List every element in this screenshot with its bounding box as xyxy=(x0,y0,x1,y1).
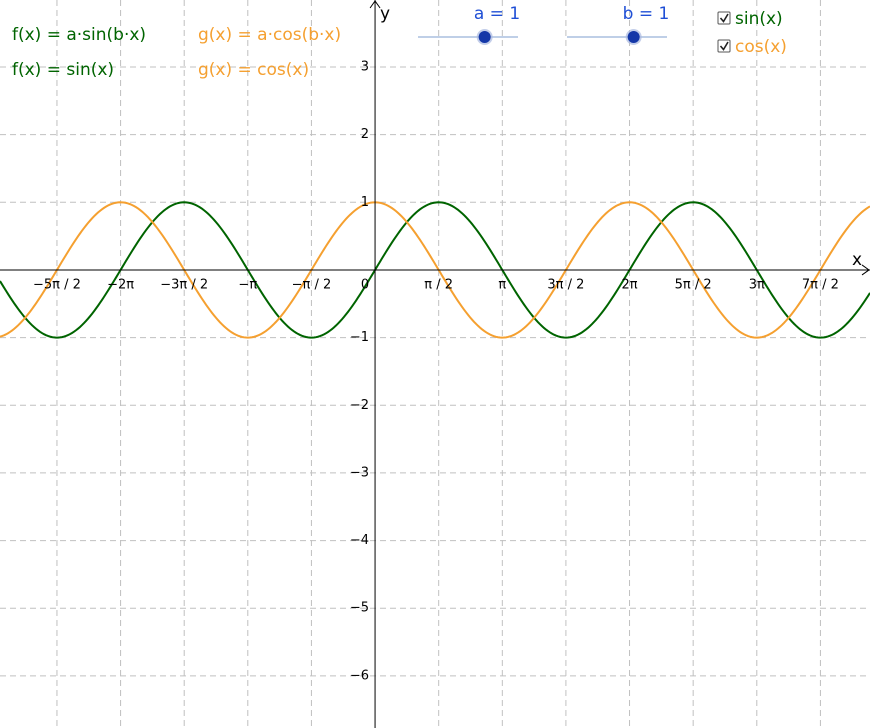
x-tick-label: −π / 2 xyxy=(292,277,332,292)
x-tick-label: −π xyxy=(238,277,257,292)
x-tick-label: 0 xyxy=(361,277,369,292)
function-display: g(x) = cos(x) xyxy=(198,60,309,80)
y-tick-label: 1 xyxy=(361,195,369,210)
y-tick-label: −5 xyxy=(350,601,369,616)
slider-thumb-core[interactable] xyxy=(478,31,491,43)
y-tick-label: −1 xyxy=(350,330,369,345)
y-axis-label: y xyxy=(380,4,390,24)
y-tick-label: −2 xyxy=(350,398,369,413)
slider-label: a = 1 xyxy=(474,4,520,24)
slider-thumb-core[interactable] xyxy=(627,31,640,43)
checkbox-label[interactable]: sin(x) xyxy=(735,9,783,29)
x-tick-label: 5π / 2 xyxy=(675,277,712,292)
x-tick-label: −3π / 2 xyxy=(160,277,208,292)
y-tick-label: 3 xyxy=(361,59,369,74)
function-curve xyxy=(0,201,870,339)
x-axis-arrow xyxy=(861,264,870,276)
y-axis-arrow xyxy=(369,0,381,9)
checkmark xyxy=(719,41,729,51)
checkbox-label[interactable]: cos(x) xyxy=(735,37,787,57)
function-definition: g(x) = a·cos(b·x) xyxy=(198,25,341,45)
x-tick-label: 7π / 2 xyxy=(802,277,839,292)
slider-label: b = 1 xyxy=(623,4,670,24)
y-tick-label: −6 xyxy=(350,668,369,683)
x-tick-label: π xyxy=(498,277,506,292)
x-tick-label: 2π xyxy=(621,277,637,292)
y-tick-label: −4 xyxy=(350,533,369,548)
x-tick-label: π / 2 xyxy=(424,277,453,292)
x-tick-label: 3π xyxy=(749,277,765,292)
x-tick-label: −2π xyxy=(107,277,134,292)
x-tick-label: −5π / 2 xyxy=(33,277,81,292)
y-tick-label: −3 xyxy=(350,465,369,480)
x-tick-label: 3π / 2 xyxy=(547,277,584,292)
function-curve xyxy=(0,201,870,339)
y-tick-label: 2 xyxy=(361,127,369,142)
x-axis-label: x xyxy=(852,250,862,270)
checkmark xyxy=(719,13,729,23)
function-display: f(x) = sin(x) xyxy=(12,60,114,80)
function-definition: f(x) = a·sin(b·x) xyxy=(12,25,146,45)
